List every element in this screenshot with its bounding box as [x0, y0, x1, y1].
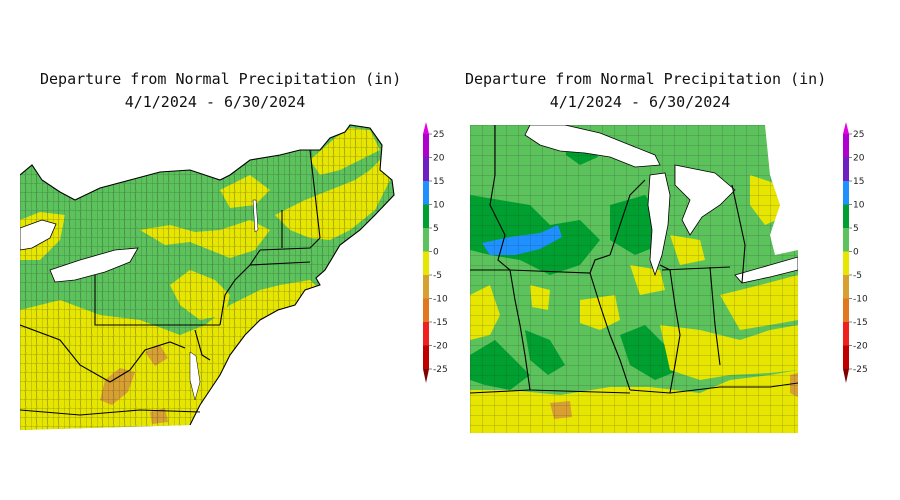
legend-label: -25	[853, 365, 868, 375]
legend-color-swatch	[423, 204, 429, 228]
legend-color-swatch	[423, 298, 429, 322]
legend-label: -20	[853, 342, 868, 352]
northeast-corner-white	[765, 125, 798, 255]
state-borders-northeast	[20, 124, 395, 426]
map-panel-midwest: Departure from Normal Precipitation (in)…	[450, 0, 900, 500]
legend-label: 0	[433, 248, 439, 258]
legend-color-swatch	[843, 204, 849, 228]
legend-label: 20	[853, 154, 865, 164]
legend-color-swatch	[843, 322, 849, 346]
legend-colorbar-northeast: 25 20 15 10 5 0 -5 -10 -15 -20 -25	[423, 122, 448, 383]
map-title-midwest: Departure from Normal Precipitation (in)…	[465, 68, 826, 114]
legend-label: 5	[853, 224, 859, 234]
state-borders-midwest	[470, 125, 798, 394]
legend-arrow-top	[843, 122, 849, 134]
legend-color-swatch	[423, 181, 429, 205]
legend-label: -10	[853, 295, 868, 305]
legend-label: -5	[853, 271, 862, 281]
legend-color-swatch	[423, 157, 429, 181]
legend-label: 0	[853, 248, 859, 258]
legend-label: -25	[433, 365, 448, 375]
legend-label: 20	[433, 154, 445, 164]
chesapeake-bay	[189, 351, 201, 401]
legend-label: -10	[433, 295, 448, 305]
legend-arrow-top	[423, 122, 429, 134]
map-title-line2: 4/1/2024 - 6/30/2024	[124, 93, 306, 111]
map-title-line1: Departure from Normal Precipitation (in)	[465, 70, 827, 88]
lake-superior	[524, 125, 661, 168]
lake-michigan	[647, 172, 671, 277]
legend-color-swatch	[843, 134, 849, 158]
legend-label: 10	[853, 201, 865, 211]
legend-label: -15	[433, 318, 448, 328]
legend-label: -20	[433, 342, 448, 352]
map-title-line2: 4/1/2024 - 6/30/2024	[549, 93, 731, 111]
map-title-northeast: Departure from Normal Precipitation (in)…	[40, 68, 401, 114]
legend-label: 15	[433, 177, 444, 187]
lake-ontario	[49, 247, 139, 283]
lake-champlain	[252, 199, 259, 233]
precipitation-map-northeast	[20, 124, 395, 430]
precipitation-map-midwest	[470, 125, 798, 433]
legend-color-swatch	[843, 345, 849, 369]
lake-erie	[20, 219, 57, 251]
legend-color-swatch	[843, 181, 849, 205]
legend-arrow-bottom	[843, 369, 849, 383]
map-panel-northeast: Departure from Normal Precipitation (in)…	[20, 68, 448, 430]
legend-color-swatch	[423, 322, 429, 346]
legend-arrow-bottom	[423, 369, 429, 383]
legend-color-swatch	[843, 157, 849, 181]
legend-color-swatch	[423, 228, 429, 252]
legend-label: 25	[433, 130, 444, 140]
legend-label: -5	[433, 271, 442, 281]
legend-color-swatch	[423, 345, 429, 369]
legend-color-swatch	[843, 251, 849, 275]
legend-label: 25	[853, 130, 864, 140]
legend-color-swatch	[843, 298, 849, 322]
legend-colorbar-midwest: 25 20 15 10 5 0 -5 -10 -15 -20 -25	[843, 122, 868, 383]
legend-color-swatch	[843, 228, 849, 252]
lake-huron	[674, 164, 736, 236]
legend-color-swatch	[423, 251, 429, 275]
legend-label: 15	[853, 177, 864, 187]
legend-color-swatch	[423, 134, 429, 158]
map-title-line1: Departure from Normal Precipitation (in)	[40, 70, 402, 88]
legend-label: -15	[853, 318, 868, 328]
legend-color-swatch	[843, 275, 849, 299]
legend-label: 5	[433, 224, 439, 234]
legend-label: 10	[433, 201, 445, 211]
legend-color-swatch	[423, 275, 429, 299]
